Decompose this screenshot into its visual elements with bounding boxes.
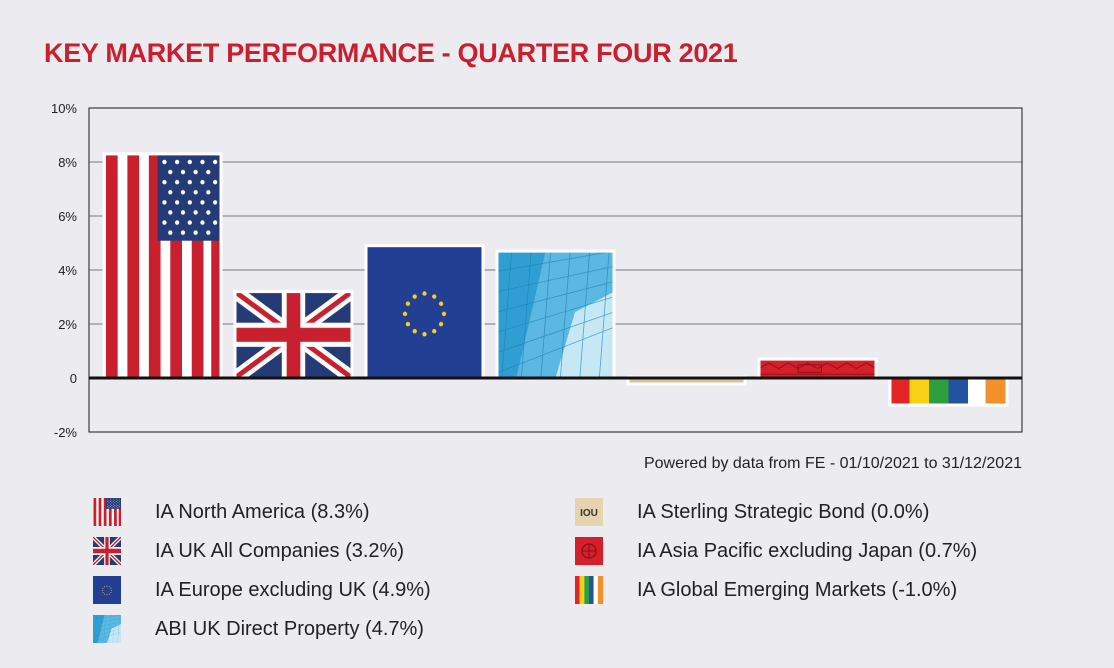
y-tick-label: 10% [51, 101, 77, 116]
legend-label: IA North America (8.3%) [155, 500, 370, 523]
legend-item-uk-all-companies: IA UK All Companies (3.2%) [93, 536, 404, 566]
building-icon [93, 615, 121, 643]
y-tick-label: 6% [58, 209, 77, 224]
legend-item-global-emerging-markets: IA Global Emerging Markets (-1.0%) [575, 575, 957, 605]
legend-item-asia-pacific-ex-japan: IA Asia Pacific excluding Japan (0.7%) [575, 536, 977, 566]
iou-icon-text: IOU [580, 508, 598, 519]
y-tick-label: 2% [58, 317, 77, 332]
y-tick-label: 8% [58, 155, 77, 170]
legend-label: IA Sterling Strategic Bond (0.0%) [637, 500, 930, 523]
chart-title: KEY MARKET PERFORMANCE - QUARTER FOUR 20… [44, 38, 738, 68]
rainbow-icon [575, 576, 603, 604]
legend-label: IA UK All Companies (3.2%) [155, 539, 404, 562]
bar [364, 244, 485, 380]
bar [102, 152, 223, 380]
legend-item-europe-ex-uk: IA Europe excluding UK (4.9%) [93, 575, 431, 605]
asia-pattern-icon [575, 537, 603, 565]
legend-label: IA Asia Pacific excluding Japan (0.7%) [637, 539, 978, 562]
y-tick-label: 4% [58, 263, 77, 278]
eu-flag-icon [93, 576, 121, 604]
y-axis-ticks: -2% 0 2% 4% 6% 8% 10% [51, 101, 77, 440]
y-tick-label: 0 [70, 371, 77, 386]
legend-item-sterling-strategic-bond: IOU IA Sterling Strategic Bond (0.0%) [575, 497, 929, 527]
y-tick-label: -2% [54, 425, 78, 440]
iou-icon: IOU [575, 498, 603, 526]
legend-label: IA Global Emerging Markets (-1.0%) [637, 578, 958, 601]
bar [888, 376, 1009, 407]
bars [102, 152, 1009, 407]
uk-flag-icon [93, 537, 121, 565]
legend-item-north-america: IA North America (8.3%) [93, 497, 370, 527]
bar [757, 357, 878, 380]
us-flag-icon [93, 498, 121, 526]
bar-chart: -2% 0 2% 4% 6% 8% 10% [51, 101, 1023, 440]
legend-item-uk-direct-property: ABI UK Direct Property (4.7%) [93, 614, 424, 644]
legend-label: IA Europe excluding UK (4.9%) [155, 578, 431, 601]
bar [495, 249, 616, 380]
bar [233, 290, 354, 380]
data-source-note: Powered by data from FE - 01/10/2021 to … [643, 455, 1022, 472]
legend-label: ABI UK Direct Property (4.7%) [155, 617, 424, 640]
